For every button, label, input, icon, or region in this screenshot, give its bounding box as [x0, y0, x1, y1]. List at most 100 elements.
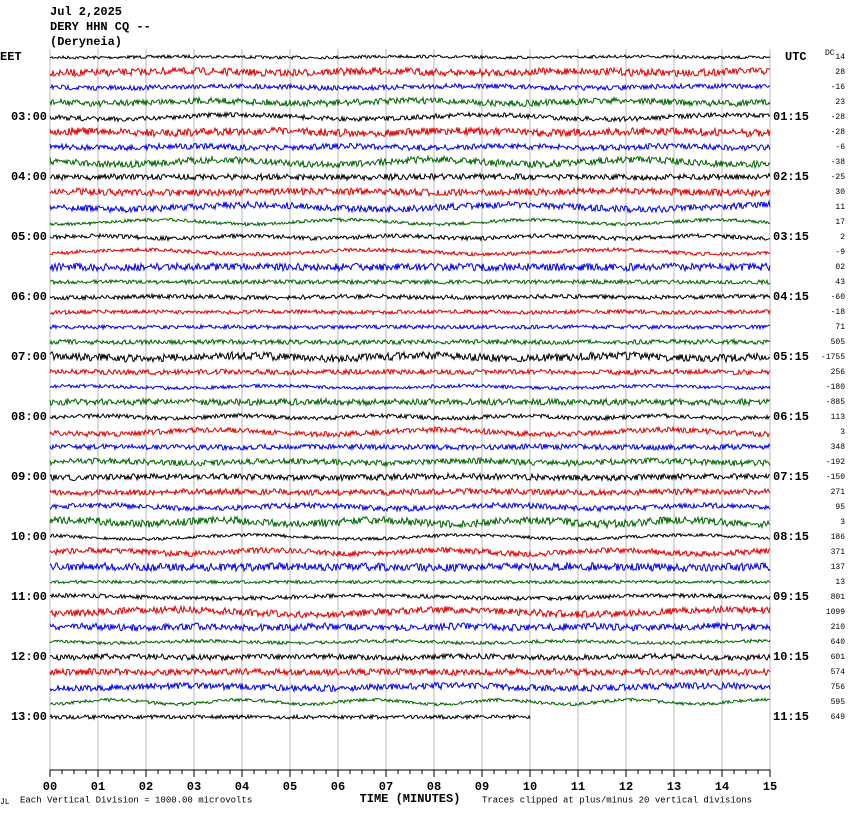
right-time-label: 04:15	[773, 290, 809, 304]
trace	[49, 323, 771, 331]
footer-right: Traces clipped at plus/minus 20 vertical…	[482, 795, 752, 805]
trace	[49, 199, 771, 214]
left-time-label: 11:00	[11, 590, 47, 604]
corner-mark: JL	[0, 798, 10, 807]
trace	[49, 110, 771, 123]
x-tick-label: 08	[427, 780, 441, 794]
dc-value: 601	[831, 653, 846, 662]
left-header: EET	[0, 50, 22, 64]
left-time-label: 07:00	[11, 350, 47, 364]
dc-value: -885	[826, 398, 845, 407]
date: Jul 2,2025	[50, 5, 122, 19]
x-tick-label: 00	[43, 780, 57, 794]
dc-value: -25	[831, 173, 846, 182]
right-time-label: 03:15	[773, 230, 809, 244]
trace	[49, 141, 771, 153]
trace	[49, 350, 771, 364]
trace	[49, 501, 771, 514]
right-time-label: 10:15	[773, 650, 809, 664]
trace	[49, 713, 531, 721]
dc-value: 348	[831, 443, 846, 452]
right-time-label: 01:15	[773, 110, 809, 124]
dc-value: 505	[831, 338, 846, 347]
dc-value: 14	[835, 53, 845, 62]
right-header: UTC	[785, 50, 807, 64]
x-tick-label: 15	[763, 780, 777, 794]
trace	[49, 308, 771, 316]
trace	[49, 532, 771, 542]
dc-value: 756	[831, 683, 846, 692]
dc-value: 371	[831, 548, 846, 557]
left-time-label: 06:00	[11, 290, 47, 304]
trace	[49, 666, 771, 678]
dc-value: 3	[840, 518, 845, 527]
dc-value: -6	[835, 143, 845, 152]
left-time-label: 05:00	[11, 230, 47, 244]
dc-value: 28	[835, 68, 845, 77]
dc-value: 649	[831, 713, 846, 722]
trace	[49, 261, 771, 273]
dc-header: DC	[825, 49, 835, 58]
dc-value: -16	[831, 83, 846, 92]
station: DERY HHN CQ --	[50, 20, 151, 34]
trace	[49, 232, 771, 242]
trace	[49, 186, 771, 198]
x-tick-label: 04	[235, 780, 249, 794]
left-time-label: 10:00	[11, 530, 47, 544]
trace	[49, 621, 771, 633]
dc-value: -18	[831, 308, 846, 317]
dc-value: 595	[831, 698, 846, 707]
trace	[50, 578, 771, 586]
dc-value: -192	[826, 458, 845, 467]
left-time-label: 09:00	[11, 470, 47, 484]
dc-value: -150	[826, 473, 845, 482]
right-time-label: 08:15	[773, 530, 809, 544]
left-time-label: 04:00	[11, 170, 47, 184]
x-tick-label: 12	[619, 780, 633, 794]
trace	[49, 456, 771, 468]
dc-value: 574	[831, 668, 846, 677]
dc-value: 256	[831, 368, 846, 377]
dc-value: 71	[835, 323, 845, 332]
dc-value: 02	[835, 263, 845, 272]
trace	[49, 592, 771, 602]
trace	[49, 486, 771, 498]
x-tick-label: 01	[91, 780, 105, 794]
left-time-label: 03:00	[11, 110, 47, 124]
dc-value: 2	[840, 233, 845, 242]
x-tick-label: 02	[139, 780, 153, 794]
dc-value: -1755	[821, 353, 845, 362]
trace	[49, 125, 771, 139]
dc-value: 13	[835, 578, 845, 587]
trace	[49, 681, 771, 693]
trace	[49, 442, 771, 452]
right-time-label: 05:15	[773, 350, 809, 364]
x-tick-label: 03	[187, 780, 201, 794]
trace	[49, 172, 771, 182]
x-tick-label: 06	[331, 780, 345, 794]
trace	[49, 246, 771, 257]
trace	[49, 82, 770, 93]
left-time-label: 12:00	[11, 650, 47, 664]
dc-value: 3	[840, 428, 845, 437]
trace	[49, 638, 771, 646]
dc-value: 1099	[826, 608, 845, 617]
location: (Deryneia)	[50, 35, 122, 49]
trace	[49, 53, 771, 61]
right-time-label: 06:15	[773, 410, 809, 424]
dc-value: 137	[831, 563, 846, 572]
trace	[49, 396, 771, 408]
x-tick-label: 11	[571, 780, 585, 794]
trace	[49, 65, 771, 78]
left-time-label: 08:00	[11, 410, 47, 424]
dc-value: -180	[826, 383, 845, 392]
trace	[49, 337, 771, 347]
right-time-label: 11:15	[773, 710, 809, 724]
dc-value: 186	[831, 533, 846, 542]
dc-value: 113	[831, 413, 846, 422]
trace	[49, 546, 771, 558]
x-tick-label: 09	[475, 780, 489, 794]
trace	[49, 292, 771, 302]
dc-value: 43	[835, 278, 845, 287]
